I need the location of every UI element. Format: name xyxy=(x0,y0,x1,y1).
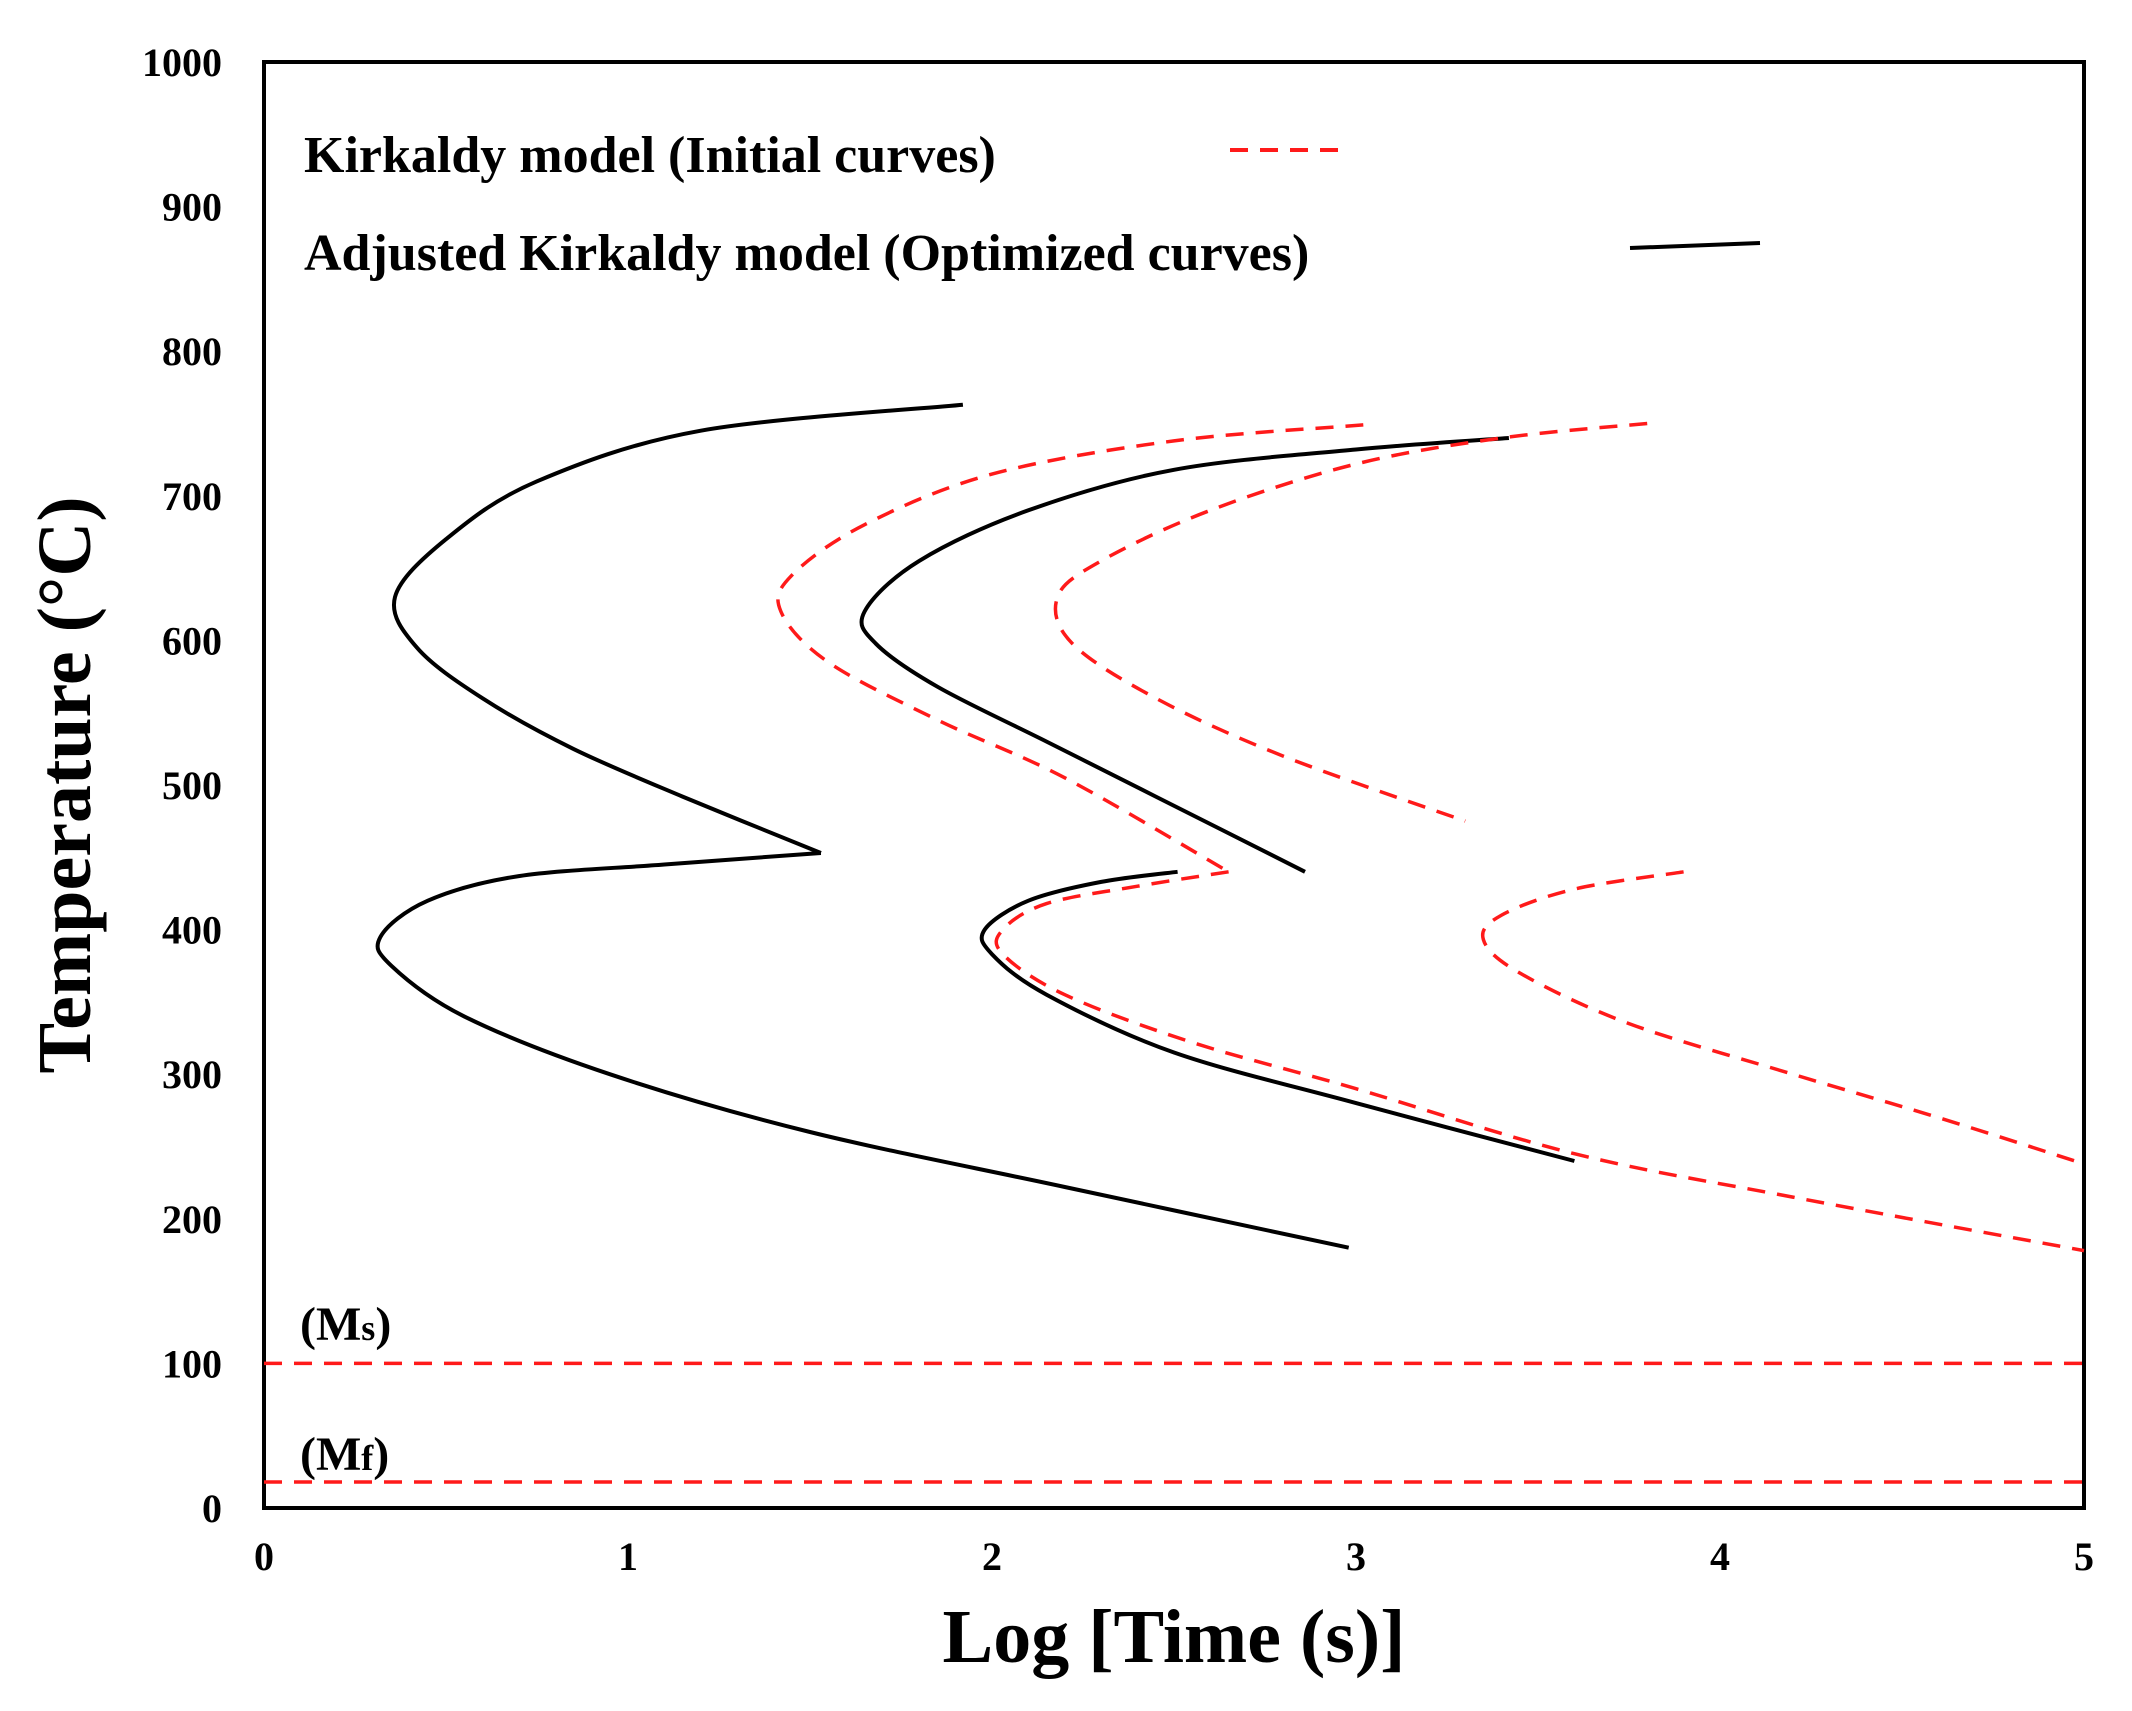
series-line-7 xyxy=(1053,421,1648,823)
y-tick-label: 800 xyxy=(162,329,222,374)
y-tick-label: 900 xyxy=(162,185,222,230)
y-tick-label: 200 xyxy=(162,1197,222,1242)
series-line-8 xyxy=(1480,870,2085,1166)
legend-label-optimized: Adjusted Kirkaldy model (Optimized curve… xyxy=(304,225,1309,282)
y-tick-label: 1000 xyxy=(142,40,222,85)
mf-label: (Mf) xyxy=(300,1428,389,1481)
y-tick-label: 300 xyxy=(162,1052,222,1097)
y-tick-label: 700 xyxy=(162,474,222,519)
x-axis-label: Log [Time (s)] xyxy=(943,1595,1406,1679)
y-axis-ticks: 0 100 200 300 400 500 600 700 800 900 1000 xyxy=(142,40,222,1531)
x-tick-label: 5 xyxy=(2074,1534,2094,1579)
x-tick-label: 0 xyxy=(254,1534,274,1579)
series-line-2 xyxy=(375,851,1350,1250)
mf-label-close: ) xyxy=(373,1428,389,1481)
series-line-1 xyxy=(391,402,964,855)
ms-label: (Ms) xyxy=(300,1298,391,1351)
y-tick-label: 100 xyxy=(162,1341,222,1386)
series-line-3 xyxy=(859,436,1510,874)
y-tick-label: 500 xyxy=(162,763,222,808)
x-tick-label: 1 xyxy=(618,1534,638,1579)
series-line-4 xyxy=(979,869,1575,1163)
y-tick-label: 0 xyxy=(202,1486,222,1531)
mf-label-main: (M xyxy=(300,1428,361,1481)
y-axis-label: Temperature (°C) xyxy=(23,496,107,1073)
legend-swatch-optimized xyxy=(1629,241,1761,250)
plot-area-frame xyxy=(262,60,2086,1510)
series-line-5 xyxy=(776,423,1364,874)
mf-label-sub: f xyxy=(361,1438,374,1478)
ms-label-main: (M xyxy=(300,1298,361,1351)
annotations: (Ms) (Mf) xyxy=(300,1298,391,1481)
y-tick-label: 600 xyxy=(162,618,222,663)
y-tick-label: 400 xyxy=(162,908,222,953)
x-axis-ticks: 0 1 2 3 4 5 xyxy=(254,1534,2094,1579)
series-line-6 xyxy=(994,870,2085,1253)
legend: Kirkaldy model (Initial curves) Adjusted… xyxy=(304,127,1761,282)
x-tick-label: 2 xyxy=(982,1534,1002,1579)
legend-label-initial: Kirkaldy model (Initial curves) xyxy=(304,127,996,184)
ms-label-sub: s xyxy=(361,1308,375,1348)
x-tick-label: 3 xyxy=(1346,1534,1366,1579)
x-tick-label: 4 xyxy=(1710,1534,1730,1579)
series-curves xyxy=(264,402,2085,1484)
ms-label-close: ) xyxy=(375,1298,391,1351)
